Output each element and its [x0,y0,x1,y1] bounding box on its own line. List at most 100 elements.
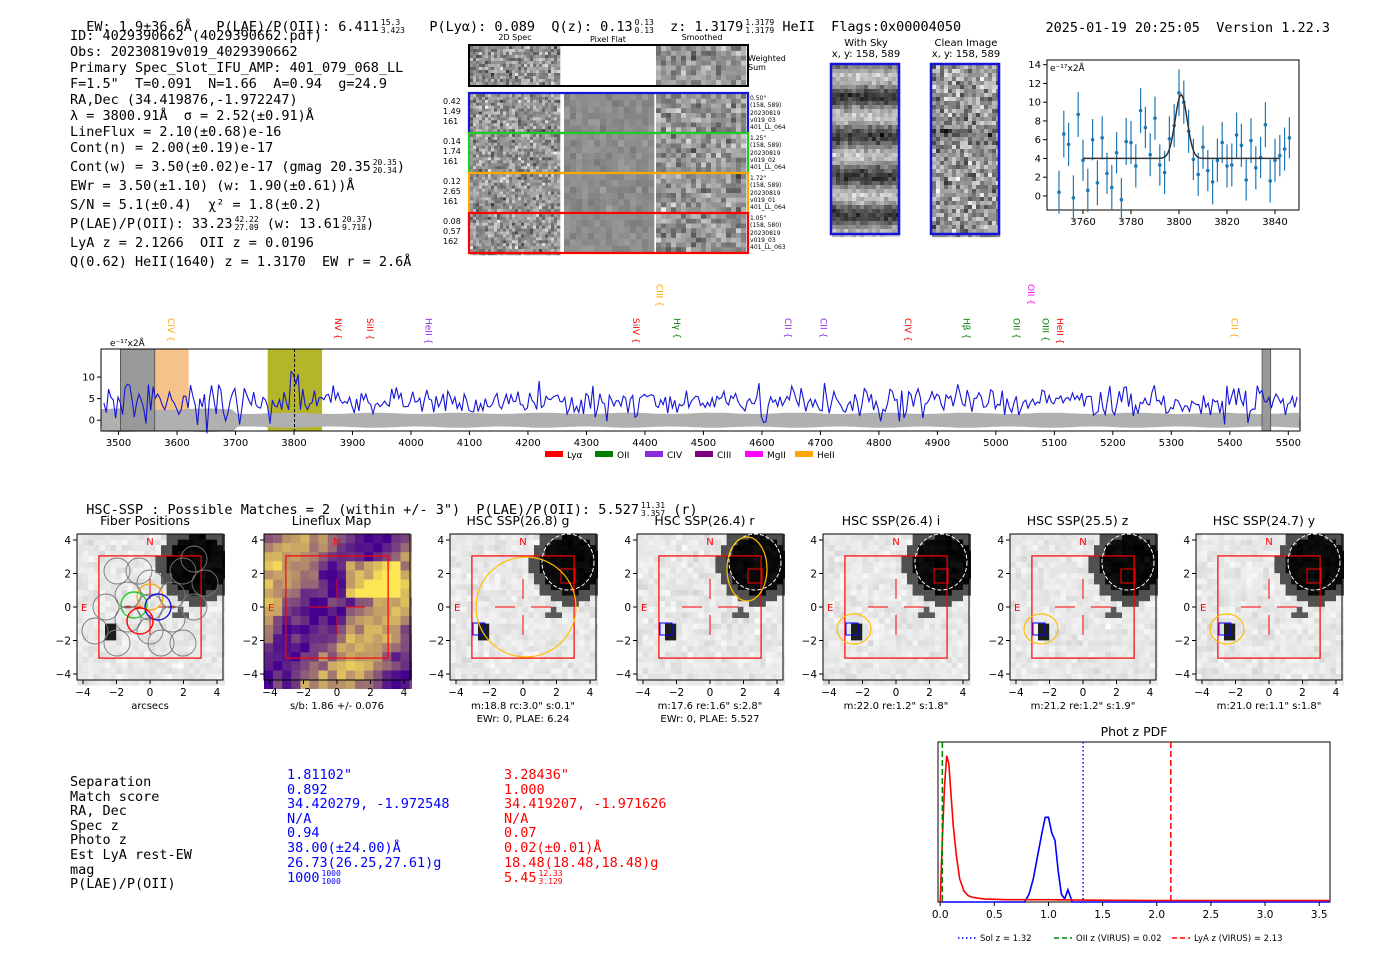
spectrum-line-id-label: CIV { [165,318,175,342]
zoom-ytick-label: 4 [1035,154,1041,165]
cutout-row-info-line: 401_LL_064 [750,124,786,132]
panel-xtick-label: 2 [740,687,747,699]
panel-subtitle-2: EWr: 0, PLAE: 5.527 [660,714,759,725]
m2-plae-lo: 3.129 [538,877,563,887]
spectrum-line-id: CII { [1228,318,1238,338]
pdf-legend-label: Sol z = 1.32 [980,934,1032,944]
zoom-point [1090,137,1095,142]
hsc-title: HSC-SSP : Possible Matches = 2 (within +… [70,486,698,519]
panel-image-svg: N E 4 2 0 −2 −4−4 −2 0 2 4 m:21.0 re:1.1" s:1.8" [1175,533,1344,712]
spectrum-xtick-label: 4100 [457,438,482,449]
zoom-point [1239,143,1244,148]
panel-xtick-label: −2 [482,687,497,699]
cutout-row-info-line: (158, 589) [750,142,782,150]
pdf-xtick-label: 0.0 [932,909,949,921]
zoom-xtick-label: 3820 [1214,217,1239,228]
sky-images-svg [829,62,1001,238]
info-id: ID: 4029390662 (4029390662.pdf) [70,28,322,44]
spectrum-line-id-label: CIII { [654,284,664,307]
header-bar: EW: 1.9±36.6Å P(LAE)/P(OII): 6.411 15.3 3.… [70,3,961,36]
panel-search-box [1217,555,1321,659]
cutout-row-info-line: 0.50" [750,95,767,102]
panel-north-label: N [892,537,899,548]
zoom-point [1244,178,1248,182]
panel-match-box [560,568,576,584]
panel-search-box [98,555,202,659]
panel-subtitle: m:21.2 re:1.2" s:1.9" [1030,701,1135,712]
panel-pixels [1196,534,1344,686]
zoom-point [1071,196,1076,200]
fiber-circle [114,605,142,633]
panel-east-label: E [641,603,647,614]
panel-ytick-label: 0 [810,602,817,614]
image-panel-0: Fiber Positions N E 4 2 0 −2 −4 −4 −2 0 2 4 arcsecs [45,510,225,725]
zoom-point [1143,125,1148,130]
zoom-point [1220,140,1224,145]
spectrum-xtick-label: 5200 [1100,438,1125,449]
clean-image-frame [929,62,1001,236]
cutout-row-info-line: v019_03 [750,116,776,124]
m1-separation: 1.81102" [287,767,353,783]
panel-image-svg: N E 4 2 0 −2 −4−4 −2 0 2 4 arcsecs [56,533,225,712]
zoom-point [1066,142,1071,147]
cutout-row-stat: 0.14 [443,137,461,146]
hsc-title-suffix: (r) [673,502,698,518]
zoom-point [1263,122,1268,127]
panel-xtick-label: −2 [109,687,124,699]
spectrum-legend-label: CIV [667,451,683,461]
spectrum-line-id: Hβ { [961,318,971,339]
zoom-xtick-label: 3840 [1262,217,1287,228]
fiber-highlight [136,583,164,611]
cutout-image-r3c0 [470,174,561,216]
header-plya: P(Lyα): 0.089 [429,19,536,35]
fiber-circle [103,557,131,585]
spectrum-line-id: OIII { [1040,318,1050,342]
spectrum-ytick-label: 10 [82,373,95,384]
cutout-image-r4c0 [470,214,561,256]
spectrum-legend-swatch [745,451,763,457]
cutout-row-stat: 162 [443,237,459,246]
pdf-legend-label: LyA z (VIRUS) = 2.13 [1194,934,1283,944]
spectrum-masked-0 [120,348,156,432]
fiber-highlight [144,593,172,621]
cutout-col-smoothed: Smoothed [681,33,723,42]
panel-ytick-label: −4 [242,669,258,681]
panel-north-label: N [1265,537,1272,548]
match-2-values: 3.28436" 1.000 34.419207, -1.971626 N/A … [504,768,667,886]
spectrum-xtick-label: 5100 [1042,438,1067,449]
panel-match-box [845,622,859,636]
spectrum-line-id-label: Hβ { [961,318,971,339]
image-panels-row: Fiber Positions N E 4 2 0 −2 −4 −4 −2 0 2 4 arcsecs Li… [45,510,1385,725]
info-lineflux: LineFlux = 2.10(±0.68)e-16 [70,124,282,140]
m2-specz: N/A [504,810,529,827]
panel-aperture [1209,613,1245,645]
panel-galaxy-ellipse [728,533,781,591]
header-version: Version 1.22.3 [1216,20,1330,36]
spectrum-line-id-label: HeII { [423,318,433,344]
spectrum-axes-frame [100,348,1301,432]
spectrum-line-id-label: CIV { [902,318,912,342]
zoom-point [1278,153,1282,158]
cutout-image-r3c1 [564,174,655,213]
panel-ytick-label: −4 [56,669,72,681]
zoom-point [1201,145,1205,149]
zoom-point [1177,91,1181,95]
panel-title: HSC SSP(24.7) y [1212,513,1316,528]
spectrum-xtick-label: 4700 [808,438,833,449]
zoom-point [1100,136,1104,140]
zoom-xtick-label: 3800 [1166,217,1191,228]
label-match-score: Match score [70,788,160,805]
spectrum-legend-label: HeII [817,451,835,461]
zoom-ytick-label: 12 [1028,79,1041,90]
pdf-xtick-label: 2.0 [1148,909,1165,921]
panel-xtick-label: 4 [960,687,967,699]
panel-pixels [263,534,412,689]
spectrum-xtick-label: 3700 [223,438,248,449]
panel-east-label: E [827,603,833,614]
spectrum-line-id-label: Hγ { [671,318,681,339]
cutout-row-stat: 1.49 [443,107,461,116]
info-contn: Cont(n) = 2.00(±0.19)e-17 [70,140,274,156]
cutout-row-info-line: (158, 589) [750,182,782,190]
m1-lya-ew: 38.00(±24.00)Å [287,839,401,856]
info-params: F=1.5" T=0.091 N=1.66 A=0.94 g=24.9 [70,76,387,92]
